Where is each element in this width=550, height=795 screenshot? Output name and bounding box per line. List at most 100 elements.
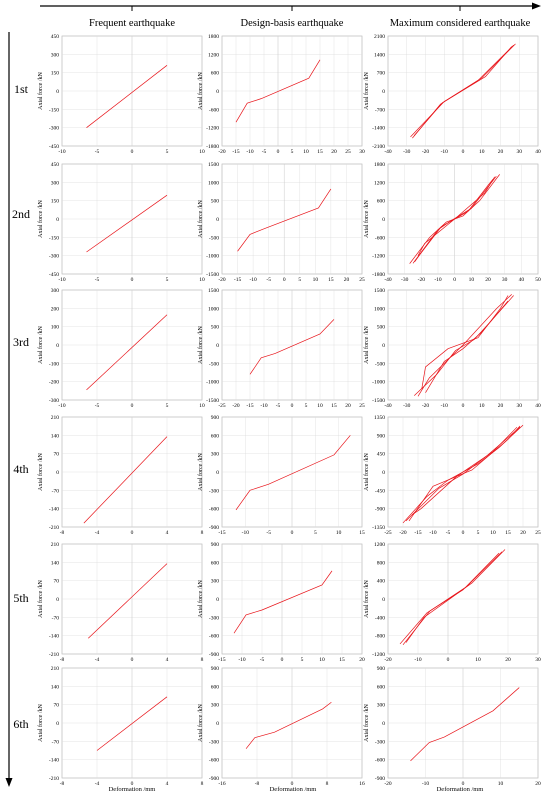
- x-tick-label: -8: [60, 657, 65, 663]
- y-tick-label: 2100: [374, 34, 385, 40]
- y-tick-label: -150: [49, 107, 59, 113]
- series-line: [88, 563, 168, 639]
- x-tick-label: -5: [95, 149, 100, 155]
- y-tick-label: -1200: [372, 254, 385, 260]
- y-tick-label: -1000: [206, 254, 219, 260]
- x-tick-label: 30: [517, 149, 523, 155]
- x-tick-label: 0: [462, 149, 465, 155]
- y-tick-label: 1200: [374, 542, 385, 548]
- x-tick-label: 0: [453, 277, 456, 283]
- x-tick-label: 0: [131, 530, 134, 536]
- x-tick-label: -5: [262, 149, 267, 155]
- y-tick-label: -900: [209, 652, 219, 658]
- x-tick-label: 15: [331, 403, 337, 409]
- x-tick-label: 15: [317, 149, 323, 155]
- x-tick-label: 0: [283, 277, 286, 283]
- x-tick-label: 5: [166, 149, 169, 155]
- y-tick-label: 900: [211, 415, 220, 421]
- y-tick-label: -300: [209, 488, 219, 494]
- panel-2nd-2: -20 -15 -10 -5 0 5 10 15 20 25 -1500 -1000 -500 0 500 1…: [197, 162, 365, 283]
- y-tick-label: 0: [56, 597, 59, 603]
- x-tick-label: -16: [218, 781, 226, 787]
- x-tick-label: -10: [58, 403, 66, 409]
- x-tick-label: -10: [246, 149, 254, 155]
- panel-2nd-3: -40 -30 -20 -10 0 10 20 30 40 50 -1800 -1200 -600 0 60…: [363, 162, 541, 283]
- y-tick-label: 100: [51, 325, 60, 331]
- x-tick-label: 10: [199, 277, 205, 283]
- y-tick-label: -300: [209, 615, 219, 621]
- x-tick-label: 20: [498, 149, 504, 155]
- series-line: [408, 425, 521, 522]
- y-axis-label: Axial force /kN: [37, 72, 44, 110]
- x-tick-label: -10: [260, 403, 268, 409]
- y-tick-label: 0: [56, 343, 59, 349]
- panel-4th-1: -8 -4 0 4 8 -210 -140 -70 0 70 140 210 Axial force /…: [37, 415, 204, 536]
- y-tick-label: 0: [382, 597, 385, 603]
- x-tick-label: 5: [291, 149, 294, 155]
- y-tick-label: -140: [49, 634, 59, 640]
- y-tick-label: 0: [216, 343, 219, 349]
- x-tick-label: 20: [344, 277, 350, 283]
- x-tick-label: 0: [462, 403, 465, 409]
- x-tick-label: 25: [359, 403, 365, 409]
- left-arrow-head: [5, 778, 13, 787]
- y-axis-label: Axial force /kN: [37, 200, 44, 238]
- y-tick-label: -600: [209, 107, 219, 113]
- x-tick-label: -10: [414, 657, 422, 663]
- row-label-4: 4th: [13, 462, 28, 476]
- y-tick-label: -900: [375, 776, 385, 782]
- panel-4th-3: -25 -20 -15 -10 -5 0 5 10 15 20 25 -1350 -900 -450 0 45…: [363, 415, 541, 536]
- x-tick-label: 0: [281, 657, 284, 663]
- y-axis-label: Axial force /kN: [363, 326, 370, 364]
- x-tick-label: 10: [317, 403, 323, 409]
- x-tick-label: 0: [131, 277, 134, 283]
- y-tick-label: 600: [211, 684, 220, 690]
- y-tick-label: 300: [51, 288, 60, 294]
- series-line: [86, 65, 168, 128]
- x-tick-label: -30: [403, 403, 411, 409]
- x-tick-label: 4: [166, 530, 169, 536]
- series-line: [86, 314, 168, 391]
- y-tick-label: -800: [375, 634, 385, 640]
- x-tick-label: -10: [434, 277, 442, 283]
- x-tick-label: -10: [58, 149, 66, 155]
- panel-4th-2: -15 -10 -5 0 5 10 15 -900 -600 -300 0 300 600 900 Axia…: [197, 415, 365, 536]
- y-tick-label: -1350: [372, 525, 385, 531]
- x-tick-label: 10: [490, 530, 496, 536]
- x-tick-label: -30: [401, 277, 409, 283]
- x-tick-label: -20: [232, 403, 240, 409]
- x-tick-label: -20: [422, 149, 430, 155]
- x-tick-label: -15: [232, 149, 240, 155]
- x-tick-label: 5: [301, 657, 304, 663]
- y-tick-label: 600: [211, 560, 220, 566]
- x-tick-label: 10: [479, 149, 485, 155]
- y-axis-label: Axial force /kN: [197, 704, 204, 742]
- y-tick-label: 1500: [208, 288, 219, 294]
- x-tick-label: -20: [218, 149, 226, 155]
- panel-5th-1: -8 -4 0 4 8 -210 -140 -70 0 70 140 210 Axial force /…: [37, 542, 204, 663]
- x-tick-label: -40: [384, 149, 392, 155]
- x-tick-label: 20: [359, 657, 365, 663]
- x-tick-label: 8: [326, 781, 329, 787]
- y-tick-label: -1000: [206, 380, 219, 386]
- x-tick-label: 8: [201, 781, 204, 787]
- series-line: [425, 300, 509, 393]
- x-tick-label: -4: [95, 781, 100, 787]
- y-tick-label: 1350: [374, 415, 385, 421]
- column-title-3: Maximum considered earthquake: [390, 18, 531, 29]
- column-title-2: Design-basis earthquake: [241, 18, 344, 29]
- y-axis-label: Axial force /kN: [37, 580, 44, 618]
- x-tick-label: 20: [345, 403, 351, 409]
- y-tick-label: 500: [211, 325, 220, 331]
- y-tick-label: -900: [209, 776, 219, 782]
- x-tick-label: -8: [60, 781, 65, 787]
- y-tick-label: 210: [51, 415, 60, 421]
- y-tick-label: 900: [211, 666, 220, 672]
- x-tick-label: 8: [201, 657, 204, 663]
- series-line: [237, 188, 332, 252]
- x-tick-label: 5: [314, 530, 317, 536]
- row-label-1: 1st: [14, 82, 29, 96]
- series-line: [414, 179, 494, 262]
- x-tick-label: -20: [384, 781, 392, 787]
